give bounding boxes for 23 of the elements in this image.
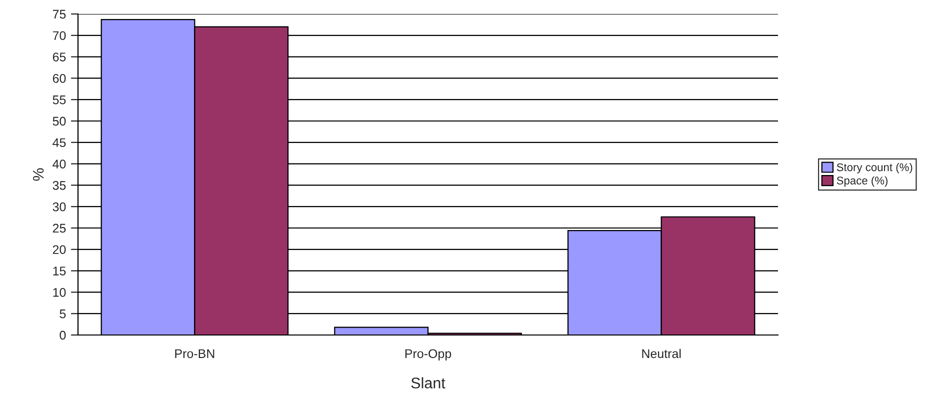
y-tick-label: 75 bbox=[52, 10, 66, 19]
x-axis-title: Slant bbox=[411, 377, 446, 388]
y-tick-label: 40 bbox=[52, 160, 66, 168]
y-tick-label: 10 bbox=[53, 288, 66, 297]
y-tick-label: 5 bbox=[60, 310, 66, 318]
x-tick-label: Neutral bbox=[642, 348, 681, 358]
y-tick-label: 65 bbox=[52, 52, 66, 62]
y-tick-label: 45 bbox=[52, 138, 66, 148]
x-tick-label: Pro-BN bbox=[175, 349, 214, 358]
y-axis-title: % bbox=[32, 168, 44, 181]
y-tick-label: 0 bbox=[60, 330, 66, 340]
y-tick-label: 20 bbox=[52, 245, 66, 254]
y-tick-label: 25 bbox=[52, 224, 66, 233]
y-tick-label: 70 bbox=[52, 31, 66, 40]
y-tick-label: 55 bbox=[52, 96, 66, 104]
x-tick-label: Pro-Opp bbox=[405, 349, 452, 361]
y-tick-label: 50 bbox=[52, 116, 66, 126]
y-tick-label: 15 bbox=[53, 266, 66, 276]
legend-label: Story count (%) bbox=[836, 163, 912, 174]
y-tick-label: 60 bbox=[52, 74, 66, 83]
y-tick-label: 30 bbox=[52, 202, 66, 212]
y-tick-label: 35 bbox=[52, 181, 66, 190]
legend-label: Space (%) bbox=[836, 176, 888, 187]
